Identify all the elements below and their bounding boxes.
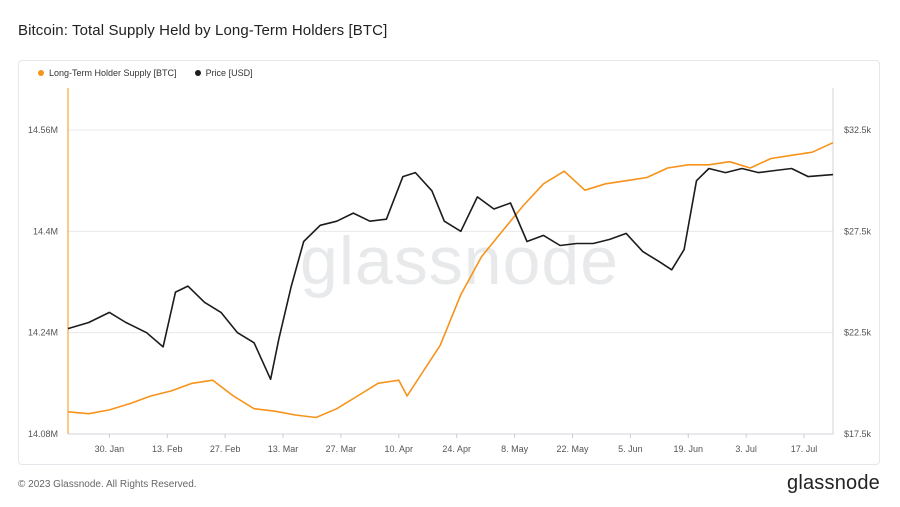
x-tick-label: 13. Feb	[152, 444, 183, 454]
x-tick-label: 30. Jan	[95, 444, 125, 454]
y-left-tick-label: 14.56M	[28, 125, 58, 135]
x-tick-label: 8. May	[501, 444, 529, 454]
legend-swatch-price	[194, 70, 201, 76]
x-tick-label: 17. Jul	[791, 444, 818, 454]
y-left-tick-label: 14.08M	[28, 429, 58, 439]
y-right-tick-label: $17.5k	[844, 429, 872, 439]
legend-swatch-lth-supply	[38, 70, 44, 76]
x-tick-label: 24. Apr	[442, 444, 471, 454]
x-tick-label: 27. Feb	[210, 444, 241, 454]
chart-panel	[18, 60, 880, 465]
x-tick-label: 10. Apr	[385, 444, 414, 454]
legend-label-price: Price [USD]	[205, 68, 253, 78]
x-tick-label: 27. Mar	[326, 444, 357, 454]
legend-item-price[interactable]: Price [USD]	[194, 68, 253, 78]
chart-title: Bitcoin: Total Supply Held by Long-Term …	[18, 22, 388, 39]
y-right-tick-label: $32.5k	[844, 125, 872, 135]
y-left-tick-label: 14.24M	[28, 328, 58, 338]
series-line-lth-supply	[67, 141, 834, 419]
x-tick-label: 22. May	[556, 444, 589, 454]
y-left-tick-label: 14.4M	[33, 226, 58, 236]
y-right-tick-label: $22.5k	[844, 328, 872, 338]
x-tick-label: 19. Jun	[674, 444, 704, 454]
series-line-price	[67, 167, 834, 381]
chart-legend: Long-Term Holder Supply [BTC] Price [USD…	[38, 68, 253, 78]
watermark-logo: glassnode	[300, 223, 620, 299]
x-tick-label: 3. Jul	[735, 444, 757, 454]
x-tick-label: 5. Jun	[618, 444, 643, 454]
legend-item-lth-supply[interactable]: Long-Term Holder Supply [BTC]	[38, 68, 177, 78]
copyright-text: © 2023 Glassnode. All Rights Reserved.	[18, 479, 197, 490]
x-tick-label: 13. Mar	[268, 444, 299, 454]
brand-logo: glassnode	[787, 472, 880, 494]
legend-label-lth-supply: Long-Term Holder Supply [BTC]	[49, 68, 177, 78]
y-right-tick-label: $27.5k	[844, 226, 872, 236]
